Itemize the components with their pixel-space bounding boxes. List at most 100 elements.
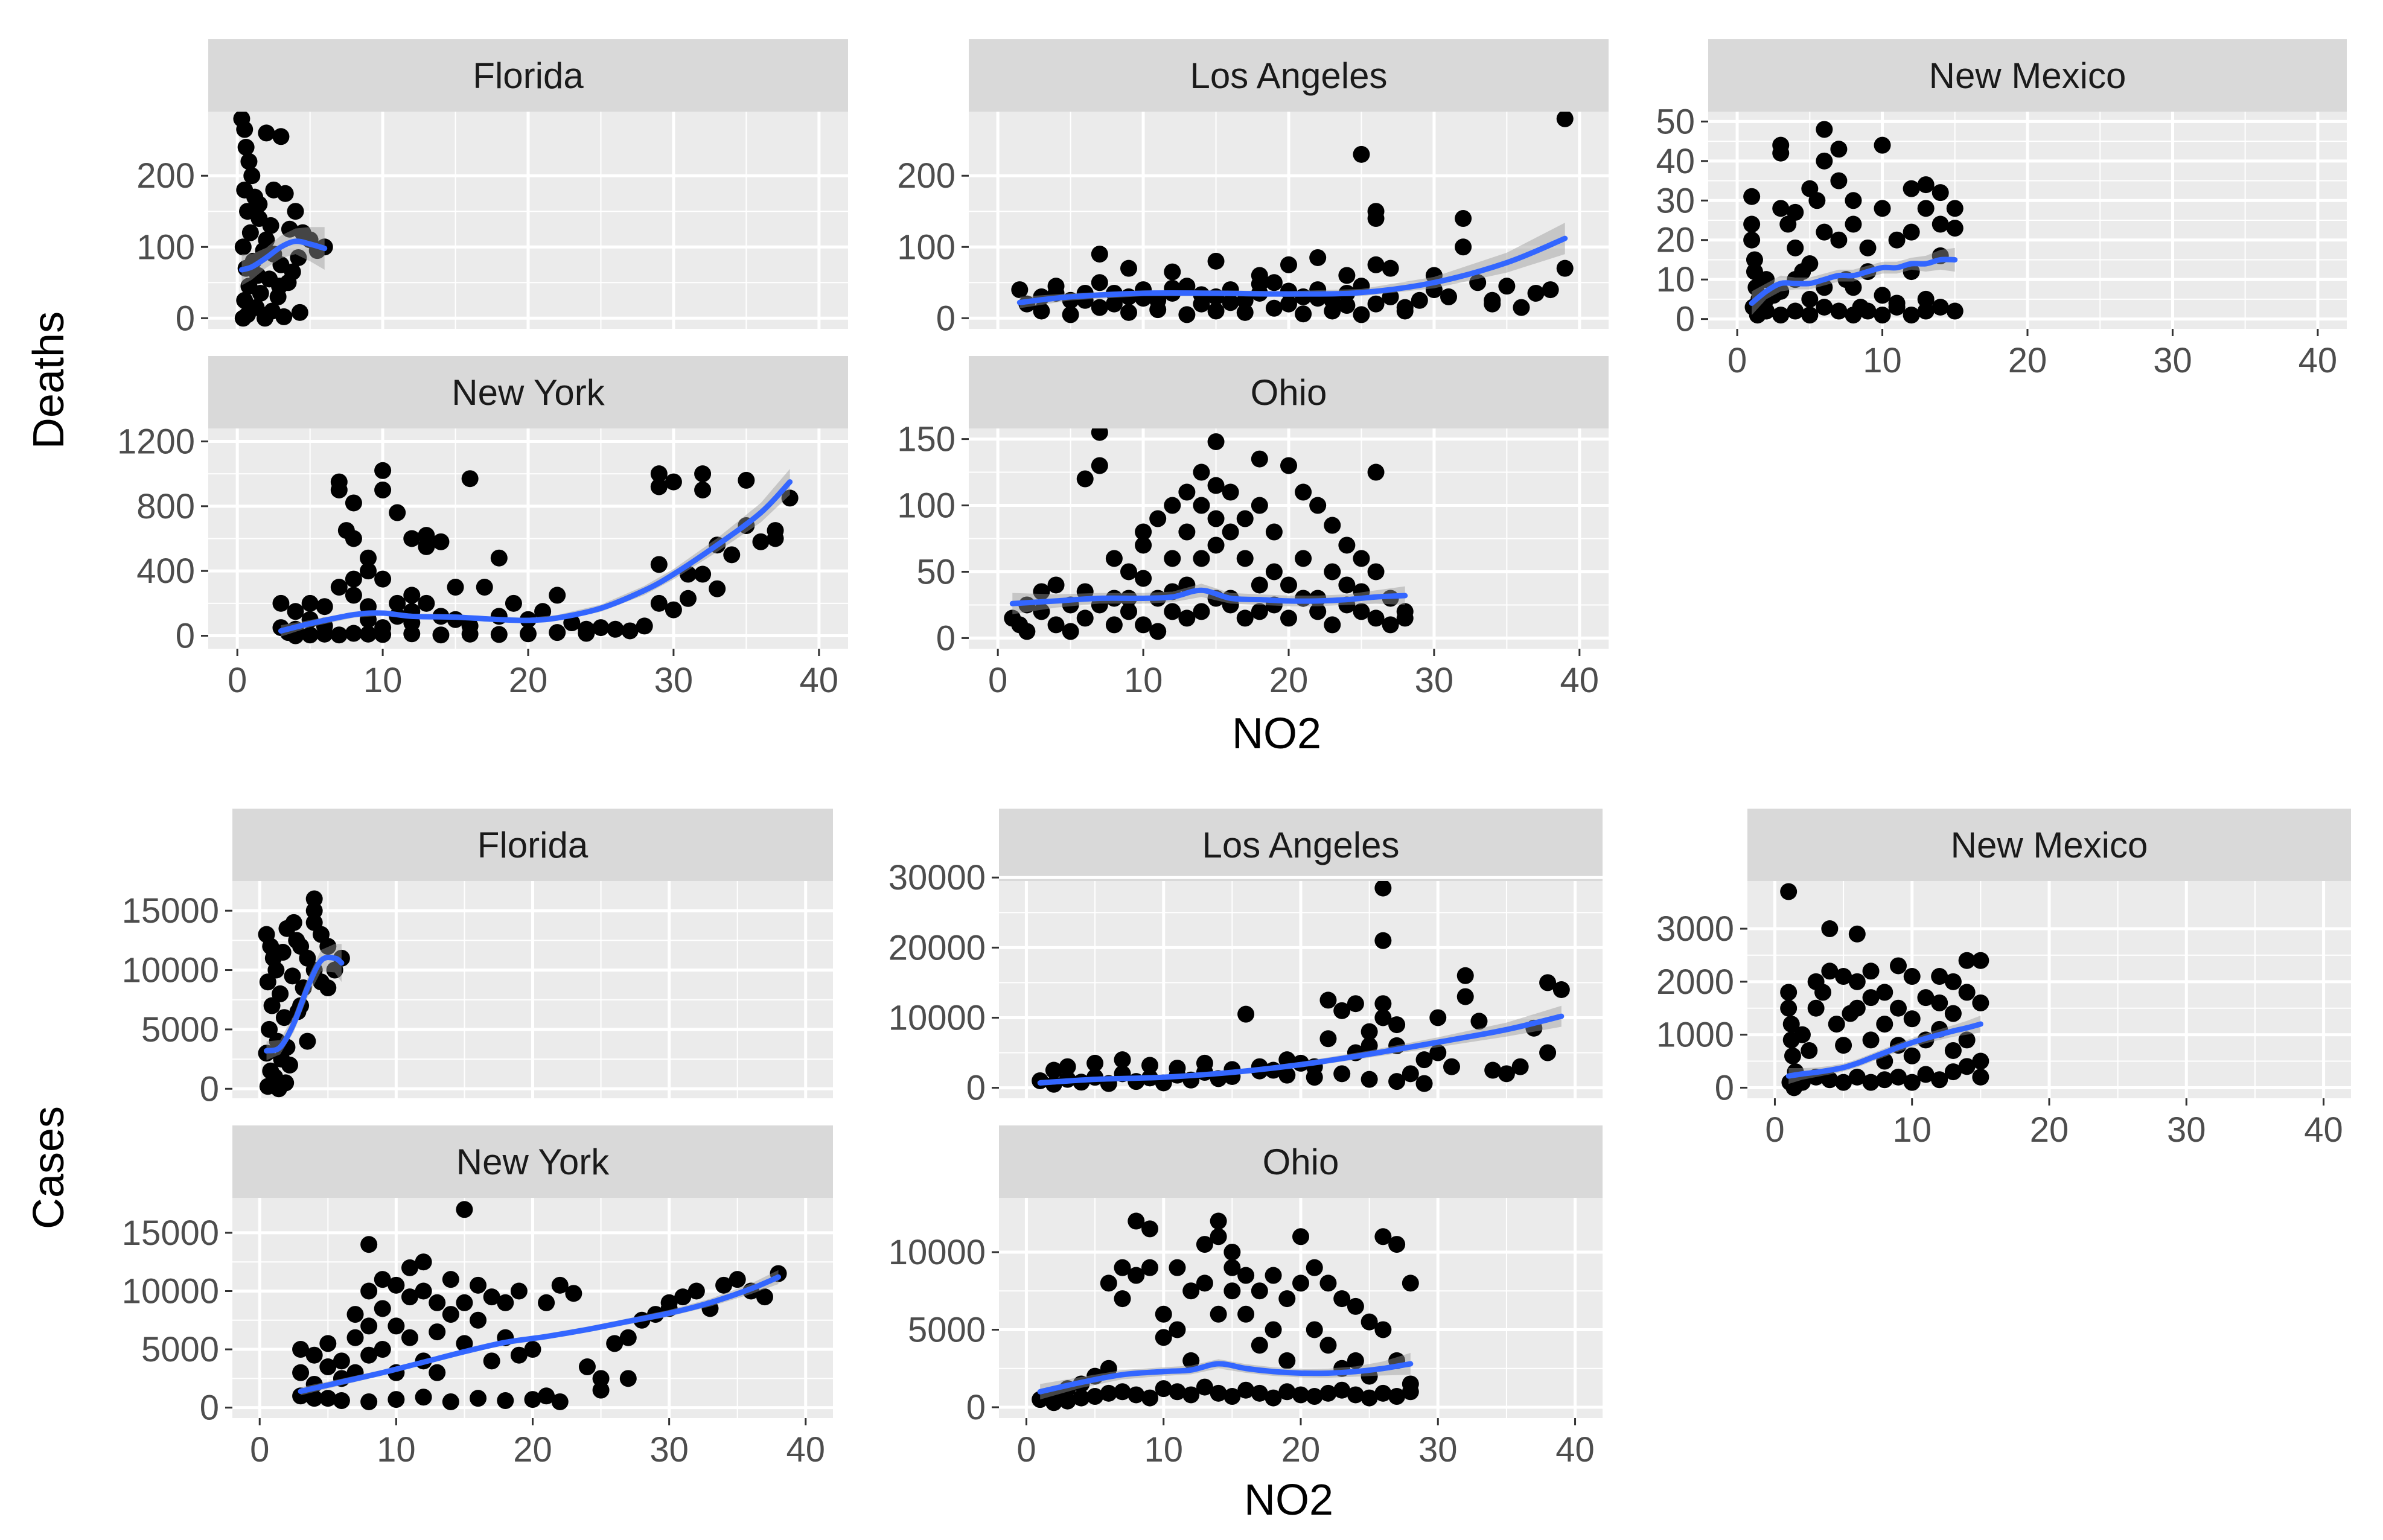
deaths-new-york-point xyxy=(374,462,392,479)
cases-new-mexico-point xyxy=(1848,999,1866,1017)
cases-new-york-point xyxy=(319,1358,337,1376)
cases-new-york-point xyxy=(305,1346,323,1364)
deaths-new-york-point xyxy=(316,598,333,616)
deaths-new-york-point xyxy=(389,504,406,521)
cases-new-york-point xyxy=(360,1317,378,1335)
cases-new-mexico-point xyxy=(1917,1066,1935,1083)
cases-ohio-point xyxy=(1374,1228,1392,1246)
deaths-los-angeles-y-tick-label: 100 xyxy=(897,228,955,267)
cases-new-york-point xyxy=(401,1259,418,1276)
deaths-ohio-x-tick-label: 20 xyxy=(1269,661,1309,700)
deaths-ohio-point xyxy=(1047,576,1065,594)
deaths-ohio-strip xyxy=(969,356,1609,428)
deaths-new-york-x-tick-label: 10 xyxy=(363,661,403,700)
deaths-ohio-point xyxy=(1222,523,1239,541)
deaths-new-york-point xyxy=(650,556,668,573)
deaths-new-york-point xyxy=(621,622,639,640)
deaths-los-angeles-point xyxy=(1207,252,1225,270)
deaths-new-mexico-point xyxy=(1874,136,1891,154)
cases-los-angeles-point xyxy=(1539,1044,1557,1061)
deaths-new-mexico-point xyxy=(1830,172,1848,189)
cases-ohio-point xyxy=(1265,1389,1282,1407)
cases-new-mexico-point xyxy=(1958,1058,1976,1075)
deaths-los-angeles-point xyxy=(1455,210,1472,228)
cases-florida-point xyxy=(278,920,296,937)
cases-los-angeles-point xyxy=(1333,1002,1351,1019)
cases-ohio-point xyxy=(1402,1274,1419,1292)
deaths-ohio-point xyxy=(1091,428,1108,441)
cases-new-mexico-point xyxy=(1862,1031,1880,1049)
cases-new-mexico-point xyxy=(1931,994,1948,1011)
deaths-new-mexico-point xyxy=(1787,203,1804,221)
deaths-new-mexico-point xyxy=(1772,144,1790,162)
cases-los-angeles-panel: Los Angeles 0 10000 20000 30000 xyxy=(888,809,1603,1108)
cases-new-york-y-tick-label: 0 xyxy=(200,1389,219,1428)
deaths-new-mexico-point xyxy=(1932,215,1949,233)
deaths-new-mexico-y-tick-label: 20 xyxy=(1656,221,1695,260)
deaths-new-york-point xyxy=(403,587,421,604)
cases-ohio-point xyxy=(1333,1381,1351,1399)
deaths-ohio-point xyxy=(1207,477,1225,494)
cases-ohio-point xyxy=(1374,1384,1392,1402)
deaths-los-angeles-y-tick-label: 200 xyxy=(897,156,955,196)
deaths-ohio-point xyxy=(1120,563,1137,581)
deaths-ohio-point xyxy=(1047,616,1065,634)
deaths-ohio-point xyxy=(1295,483,1312,501)
deaths-new-mexico-point xyxy=(1743,231,1761,249)
deaths-new-mexico-point xyxy=(1808,192,1826,209)
deaths-new-york-point xyxy=(680,590,697,607)
deaths-los-angeles-point xyxy=(1265,274,1283,291)
cases-florida-y-tick-label: 0 xyxy=(200,1069,219,1109)
cases-new-york-point xyxy=(470,1276,487,1294)
deaths-new-mexico-point xyxy=(1816,223,1833,241)
cases-ohio-point xyxy=(1306,1259,1323,1276)
cases-new-york-strip-label: New York xyxy=(456,1142,610,1182)
deaths-los-angeles-point xyxy=(1556,112,1574,127)
cases-florida-point xyxy=(288,932,305,949)
cases-florida-point xyxy=(270,1080,287,1098)
deaths-new-mexico-point xyxy=(1845,215,1862,233)
deaths-los-angeles-point xyxy=(1091,274,1108,291)
deaths-los-angeles-point xyxy=(1338,267,1356,284)
cases-florida-point xyxy=(305,902,323,920)
deaths-new-york-y-tick-label: 400 xyxy=(136,552,195,591)
cases-new-york-point xyxy=(333,1352,350,1370)
cases-new-mexico-point xyxy=(1780,999,1798,1017)
cases-new-york-x-tick-label: 40 xyxy=(786,1430,826,1469)
deaths-new-mexico-point xyxy=(1801,290,1819,308)
deaths-new-york-point xyxy=(316,625,333,643)
cases-new-mexico-point xyxy=(1903,1074,1921,1091)
deaths-florida-point xyxy=(287,203,304,220)
cases-los-angeles-point xyxy=(1361,1023,1378,1040)
cases-ohio-point xyxy=(1223,1282,1241,1300)
cases-new-york-point xyxy=(360,1346,378,1364)
cases-ohio-point xyxy=(1402,1383,1419,1401)
deaths-new-york-point xyxy=(490,626,508,643)
cases-new-mexico-y-tick-label: 2000 xyxy=(1656,962,1734,1002)
deaths-ohio-point xyxy=(1295,550,1312,567)
cases-new-mexico-point xyxy=(1944,1063,1962,1081)
deaths-ohio-strip-label: Ohio xyxy=(1251,372,1327,413)
deaths-new-york-point xyxy=(403,625,421,643)
deaths-ohio-point xyxy=(1367,563,1385,581)
deaths-florida-point xyxy=(262,217,279,234)
deaths-new-mexico-y-tick-label: 50 xyxy=(1656,102,1695,141)
deaths-new-mexico-point xyxy=(1932,184,1949,202)
cases-ohio-strip xyxy=(999,1125,1603,1198)
cases-los-angeles-point xyxy=(1388,1016,1406,1034)
cases-florida-point xyxy=(305,890,323,908)
deaths-ohio-y-tick-label: 0 xyxy=(936,619,955,658)
cases-new-york-x-tick-label: 20 xyxy=(513,1430,552,1469)
cases-new-york-point xyxy=(619,1370,637,1387)
deaths-florida-point xyxy=(240,153,258,170)
deaths-los-angeles-point xyxy=(1120,304,1137,321)
deaths-new-york-point xyxy=(650,465,668,483)
deaths-ohio-point xyxy=(1236,609,1254,627)
deaths-ohio-point xyxy=(1135,536,1152,554)
cases-new-york-point xyxy=(687,1282,705,1300)
deaths-new-mexico-point xyxy=(1874,287,1891,304)
cases-new-york-point xyxy=(374,1341,391,1358)
deaths-new-york-point xyxy=(345,570,362,588)
cases-new-mexico-point xyxy=(1890,999,1907,1017)
